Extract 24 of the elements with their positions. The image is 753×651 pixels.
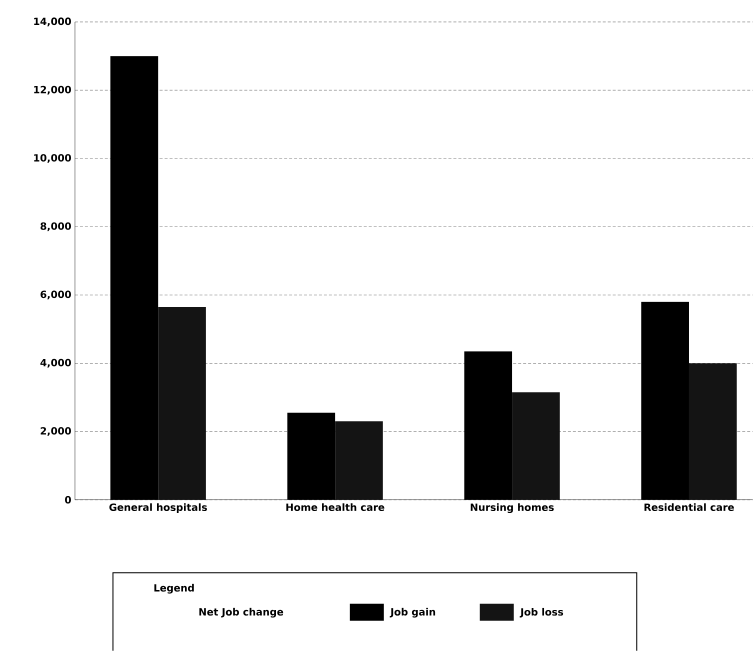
bar [512,392,560,500]
y-tick-label: 10,000 [34,154,71,163]
bar [335,421,383,500]
y-tick-label: 6,000 [40,290,71,300]
x-tick-label: Residential care [644,503,734,511]
x-tick-label: Home health care [286,503,384,511]
bar [641,302,689,500]
legend-label: Job loss [520,608,564,618]
bar [464,351,512,500]
y-tick-label: 0 [65,496,71,504]
text: Legend [154,584,194,594]
y-tick-label: 12,000 [34,86,71,95]
x-tick-label: General hospitals [109,503,207,513]
bar [689,363,737,500]
y-tick-label: 14,000 [34,17,71,26]
y-tick-label: 2,000 [40,427,71,436]
y-tick-label: 4,000 [40,358,71,368]
bar [158,306,206,500]
bar [287,412,336,500]
bar [110,56,158,500]
y-tick-label: 8,000 [40,222,71,232]
legend-title: Net Job change [199,608,284,618]
x-tick-label: Nursing homes [470,503,554,513]
legend-label: Job gain [390,608,436,618]
